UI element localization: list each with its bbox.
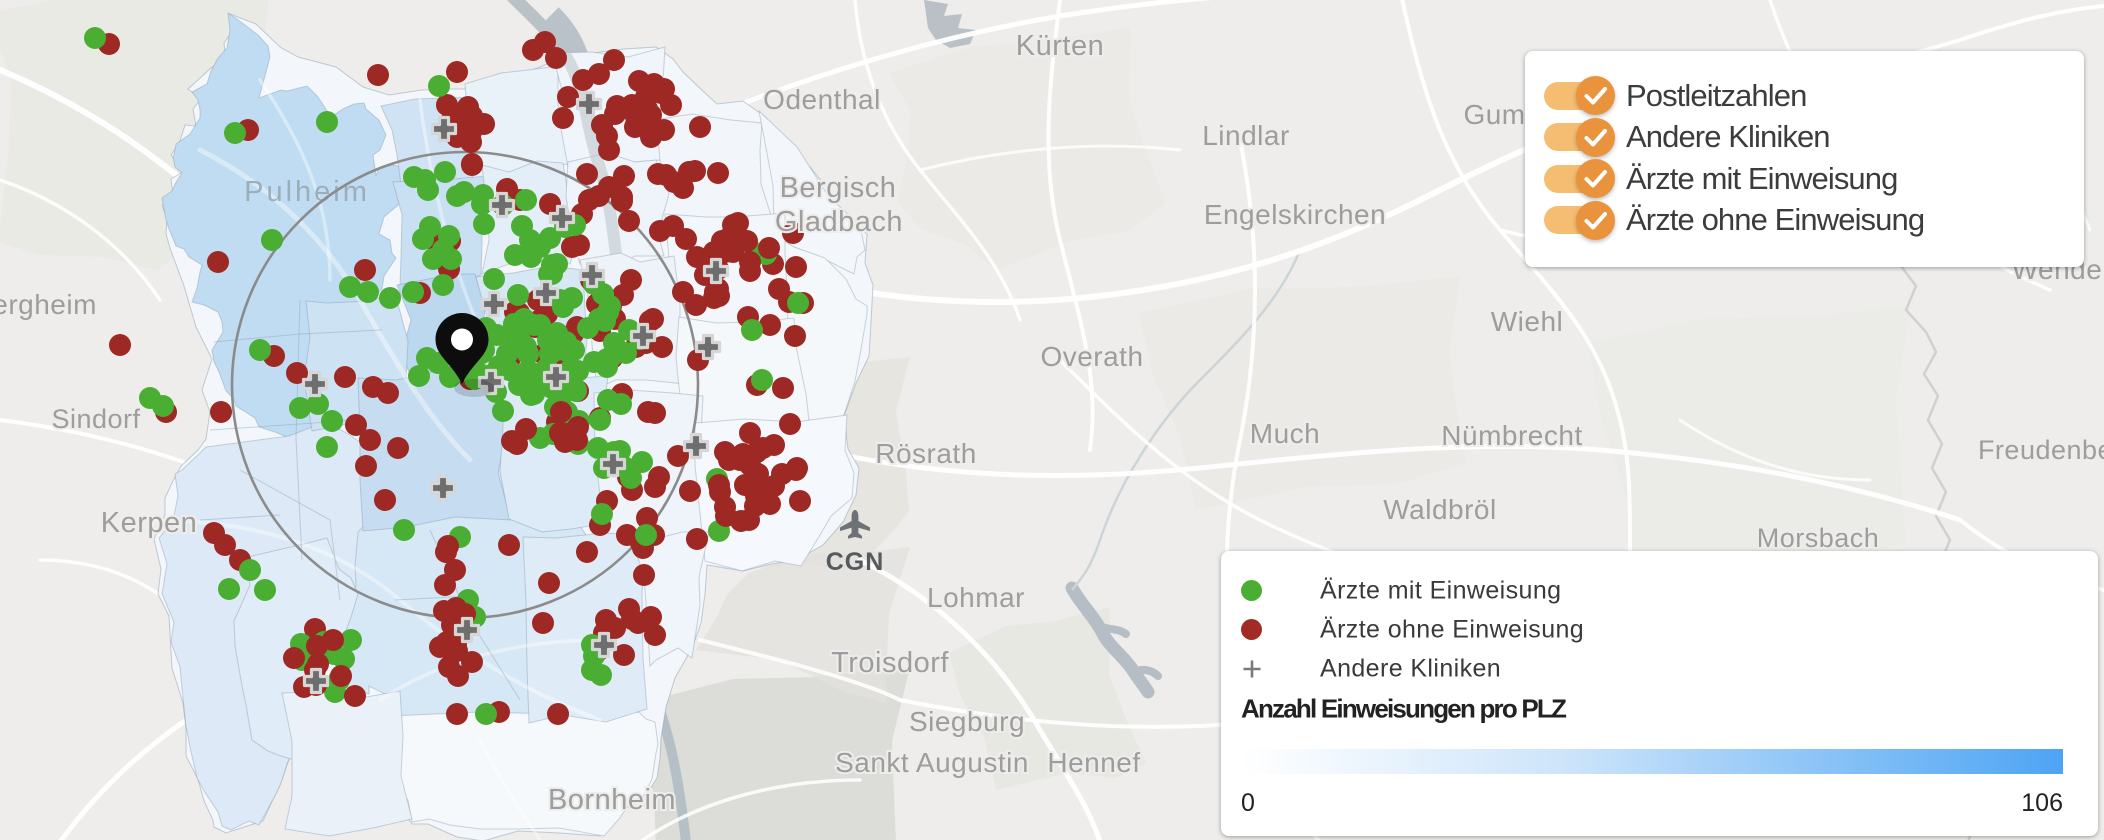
svg-text:Lohmar: Lohmar — [927, 582, 1025, 613]
svg-text:Nümbrecht: Nümbrecht — [1441, 420, 1582, 451]
svg-text:Much: Much — [1250, 418, 1320, 449]
svg-text:Lindlar: Lindlar — [1202, 120, 1290, 151]
svg-text:Odenthal: Odenthal — [763, 84, 881, 115]
svg-text:Bergisch: Bergisch — [780, 172, 897, 204]
svg-text:Wiehl: Wiehl — [1491, 306, 1564, 337]
svg-text:CGN: CGN — [826, 548, 885, 576]
svg-text:Hennef: Hennef — [1047, 747, 1140, 778]
svg-text:Freudenberg: Freudenberg — [1978, 435, 2104, 465]
svg-text:Kürten: Kürten — [1016, 30, 1104, 62]
svg-text:Rösrath: Rösrath — [875, 438, 977, 469]
svg-text:Troisdorf: Troisdorf — [831, 647, 949, 679]
svg-text:Pulheim: Pulheim — [244, 176, 370, 208]
svg-text:Bergheim: Bergheim — [0, 289, 97, 320]
svg-text:Morsbach: Morsbach — [1757, 523, 1880, 553]
svg-text:Waldbröl: Waldbröl — [1383, 494, 1496, 525]
svg-text:Sindorf: Sindorf — [51, 404, 140, 434]
svg-text:Bornheim: Bornheim — [548, 784, 676, 816]
svg-text:Overath: Overath — [1040, 341, 1143, 372]
svg-text:Gladbach: Gladbach — [775, 206, 903, 238]
svg-text:Sankt Augustin: Sankt Augustin — [835, 747, 1029, 778]
svg-text:Engelskirchen: Engelskirchen — [1204, 199, 1386, 230]
svg-text:Siegburg: Siegburg — [909, 706, 1025, 737]
svg-text:Kerpen: Kerpen — [101, 507, 198, 539]
